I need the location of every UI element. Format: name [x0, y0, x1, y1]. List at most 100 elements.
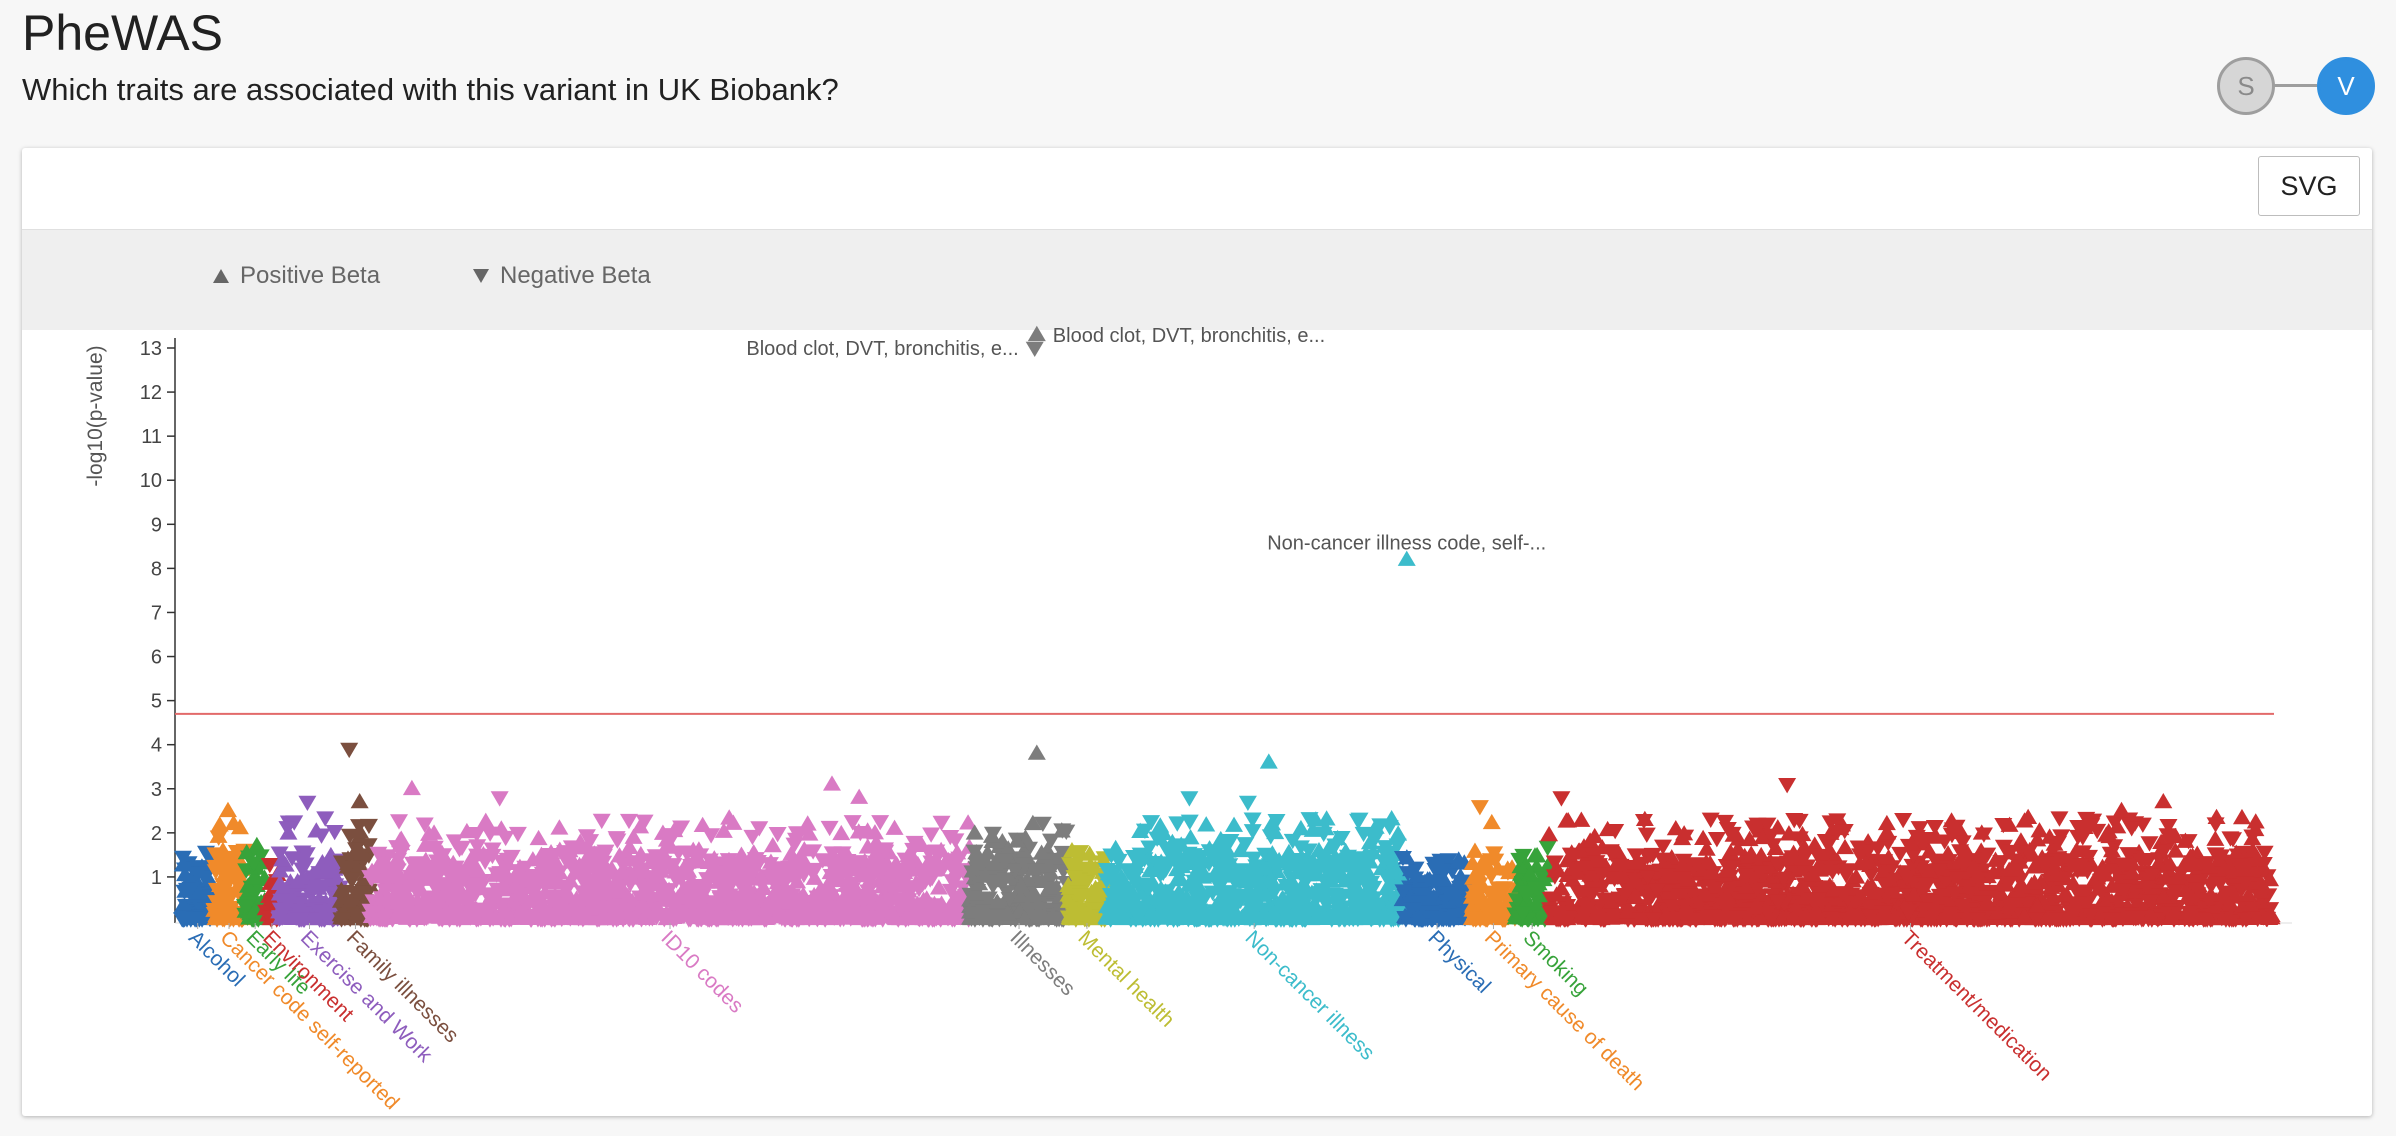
data-point [210, 816, 229, 832]
data-point [332, 912, 351, 928]
data-point [351, 823, 370, 839]
y-tick-label: 12 [140, 382, 162, 404]
data-point [1701, 812, 1720, 828]
card-toolbar: SVG [22, 148, 2372, 230]
data-point [820, 820, 839, 837]
data-point [576, 841, 595, 857]
y-tick-label: 8 [151, 558, 162, 580]
data-point [1482, 813, 1501, 830]
data-point [592, 813, 611, 830]
y-tick-label: 3 [151, 779, 162, 801]
data-point [283, 851, 302, 867]
data-point [714, 822, 733, 838]
data-point [1225, 816, 1244, 832]
data-point [2206, 830, 2225, 846]
data-point [2206, 817, 2225, 833]
step-v-button[interactable]: V [2317, 57, 2375, 115]
data-point [210, 851, 229, 867]
data-point [1180, 814, 1199, 830]
data-point [885, 819, 904, 835]
data-point [352, 844, 371, 861]
data-point [340, 828, 359, 845]
triangle-up-icon [213, 269, 229, 283]
page-title: PheWAS [22, 5, 224, 61]
data-point [322, 904, 341, 920]
y-tick-label: 7 [151, 602, 162, 624]
y-tick-label: 4 [151, 735, 162, 757]
data-point [230, 818, 249, 835]
data-point [291, 897, 310, 913]
y-tick-label: 10 [140, 470, 162, 492]
data-point [416, 836, 435, 852]
data-point [941, 883, 960, 900]
data-point [1197, 816, 1216, 832]
page-subtitle: Which traits are associated with this va… [22, 72, 839, 107]
data-point [763, 836, 782, 853]
data-point [481, 826, 500, 842]
data-point [785, 837, 804, 853]
data-point [2232, 808, 2251, 825]
data-point [550, 819, 569, 835]
data-point [291, 911, 310, 927]
y-tick-label: 9 [151, 514, 162, 536]
data-point [260, 857, 279, 874]
data-point [1538, 840, 1557, 857]
data-point [350, 885, 369, 902]
data-point [1637, 827, 1656, 843]
data-point [813, 853, 832, 869]
data-point [313, 853, 332, 870]
data-point [390, 814, 409, 830]
data-point [213, 841, 232, 858]
data-point [743, 829, 762, 846]
triangle-down-icon [473, 269, 489, 283]
y-tick-label: 5 [151, 691, 162, 713]
data-point [392, 830, 411, 846]
data-point [415, 817, 434, 833]
data-point [307, 822, 326, 838]
y-tick-label: 1 [151, 867, 162, 889]
data-point [315, 863, 334, 879]
data-point [1106, 839, 1125, 855]
data-point [273, 851, 292, 867]
step-s-button[interactable]: S [2217, 57, 2275, 115]
data-point [227, 844, 246, 861]
data-point [239, 877, 258, 893]
data-point [316, 811, 335, 827]
data-point [237, 843, 256, 860]
data-point [345, 856, 364, 872]
data-point [508, 826, 527, 843]
y-tick-label: 2 [151, 823, 162, 845]
y-tick-label: 6 [151, 647, 162, 669]
step-indicator: S V [2215, 57, 2375, 115]
data-point [244, 856, 263, 872]
data-point [483, 842, 502, 858]
data-point [348, 904, 367, 921]
data-point [325, 825, 344, 841]
data-point [270, 846, 289, 862]
data-point [270, 874, 289, 890]
data-point [211, 876, 230, 892]
data-point [278, 896, 297, 912]
data-point [314, 879, 333, 895]
data-point [795, 841, 814, 857]
chart-legend: Positive Beta Negative Beta [22, 230, 2372, 330]
data-point [922, 827, 941, 843]
data-point [348, 860, 367, 876]
data-point [297, 847, 316, 863]
data-point [1465, 842, 1484, 858]
legend-positive-label: Positive Beta [240, 262, 381, 289]
data-point [244, 868, 263, 885]
data-point [425, 840, 444, 857]
data-point [1540, 825, 1559, 842]
data-point [235, 899, 254, 915]
data-point [209, 827, 228, 843]
data-point [832, 824, 851, 841]
data-point [211, 884, 230, 900]
y-tick-label: 11 [141, 426, 162, 448]
data-point [173, 850, 192, 867]
data-point [278, 821, 297, 837]
svg-export-button[interactable]: SVG [2258, 156, 2360, 216]
data-point [2050, 811, 2069, 827]
data-point [702, 828, 721, 844]
